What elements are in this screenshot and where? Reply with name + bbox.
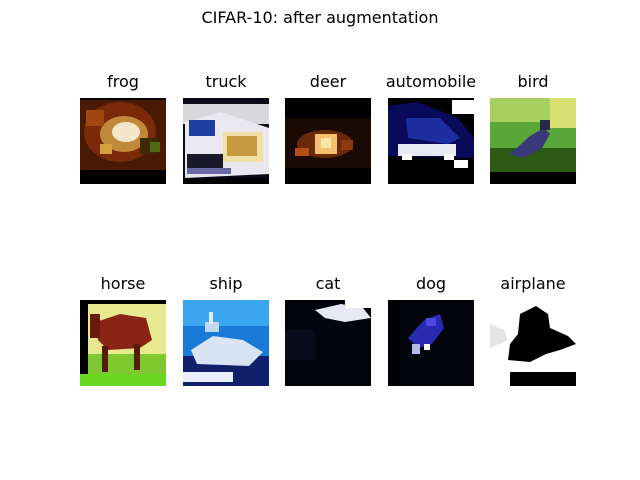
truck-image	[183, 98, 269, 184]
image-label: bird	[517, 72, 549, 91]
dog-image	[388, 300, 474, 386]
image-label: horse	[100, 274, 146, 293]
image-label: cat	[315, 274, 341, 293]
airplane-image	[490, 300, 576, 386]
image-label: dog	[415, 274, 447, 293]
image-label: truck	[205, 72, 247, 91]
image-label: ship	[209, 274, 243, 293]
automobile-image	[388, 98, 474, 184]
image-label: automobile	[385, 72, 477, 91]
cat-image	[285, 300, 371, 386]
frog-image	[80, 98, 166, 184]
bird-image	[490, 98, 576, 184]
image-label: airplane	[500, 274, 566, 293]
image-label: deer	[309, 72, 347, 91]
deer-image	[285, 98, 371, 184]
ship-image	[183, 300, 269, 386]
image-label: frog	[107, 72, 139, 91]
figure-title: CIFAR-10: after augmentation	[201, 8, 439, 27]
horse-image	[80, 300, 166, 386]
